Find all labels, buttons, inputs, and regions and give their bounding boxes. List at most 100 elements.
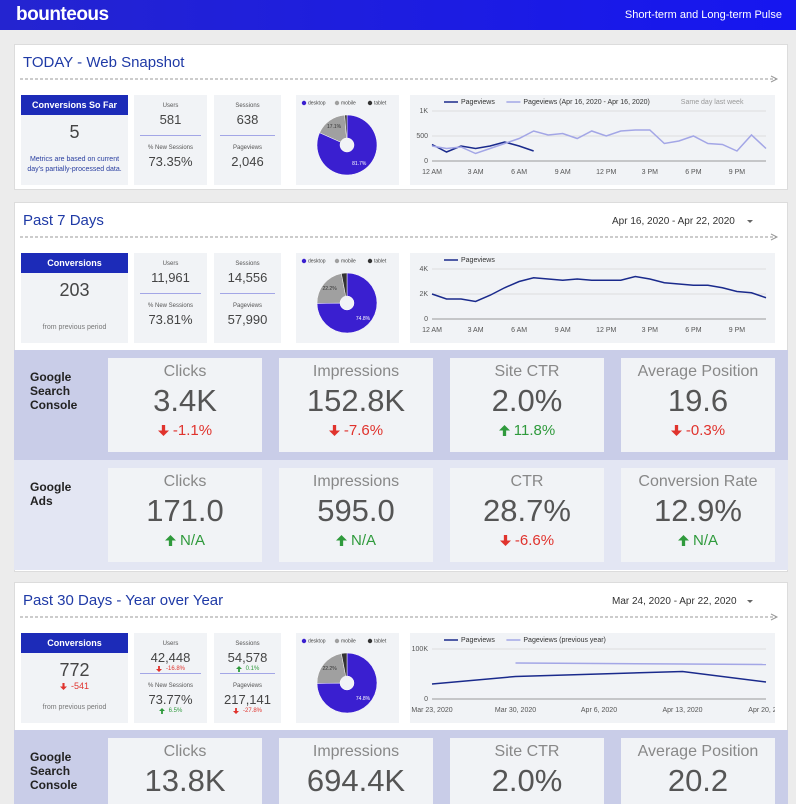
metric-value: 42,448 [150, 650, 191, 665]
change-row: N/A [108, 532, 262, 549]
x-tick-label: Apr 13, 2020 [662, 707, 702, 714]
metric-label: % New Sessions [147, 303, 194, 309]
legend-label: desktop [308, 100, 326, 106]
trend-box: Pageviews Pageviews (Apr 16, 2020 - Apr 1… [410, 95, 775, 185]
arrow-icon [498, 425, 510, 436]
donut-chart: desktop mobile tablet 74.8% 22.2% [301, 258, 387, 334]
change-value: 6.5% [168, 708, 183, 714]
metric-value: 73.35% [148, 154, 193, 169]
metric-label: Sessions [235, 261, 260, 267]
metric-label: % New Sessions [147, 145, 194, 151]
score-value: 28.7% [483, 493, 571, 528]
kpi-value: 5 [69, 122, 80, 142]
legend-label: Pageviews (Apr 16, 2020 - Apr 16, 2020) [523, 99, 649, 106]
score-label: Clicks [163, 743, 207, 760]
metric-label: Sessions [235, 103, 260, 109]
change-value: N/A [179, 532, 205, 549]
line-chart: Pageviews Pageviews (previous year) 0 100K M… [411, 637, 775, 714]
legend-dot [301, 100, 307, 106]
legend-dot [334, 100, 340, 106]
donut-slice [316, 272, 378, 334]
donut-slice [316, 652, 378, 714]
scorecard: Conversion Rate 12.9% N/A [621, 468, 775, 562]
metric-box: Users 11,961 % New Sessions 73.81% [134, 253, 207, 343]
arrow-icon [158, 708, 165, 714]
change-value: 0.1% [245, 666, 260, 672]
x-tick-label: 12 PM [596, 169, 616, 176]
scorecard: Clicks 3.4K -1.1% [108, 358, 262, 452]
caret-icon [747, 600, 753, 603]
donut-slice [316, 273, 346, 304]
slice-label: 17.1% [327, 124, 342, 130]
scorecard: Clicks 13.8K [108, 738, 262, 804]
score-value: 20.2 [667, 763, 729, 798]
change-value: N/A [350, 532, 376, 549]
change-row: -16.8% [134, 666, 207, 672]
arrow-icon [155, 666, 162, 672]
divider-arrow [20, 613, 779, 621]
score-label: Impressions [312, 743, 400, 760]
slice-label: 22.2% [322, 666, 337, 672]
change-arrow [499, 535, 511, 546]
metric-separator [140, 135, 201, 136]
arrow-icon [232, 708, 239, 714]
change-arrow [235, 666, 242, 672]
metric-label: Pageviews [232, 145, 262, 151]
change-arrow [335, 535, 347, 546]
legend-dot [334, 638, 340, 644]
donut-box: desktop mobile tablet 81.7% 17.1% [296, 95, 399, 185]
series-line [431, 670, 767, 685]
change-row: 0.1% [214, 666, 281, 672]
series-line [515, 662, 767, 666]
score-label: Average Position [637, 363, 759, 380]
arrow-icon [157, 425, 169, 436]
slice-label: 74.8% [356, 316, 371, 322]
arrow-icon [235, 666, 242, 672]
x-tick-label: 3 AM [468, 169, 484, 176]
trend-box: Pageviews Pageviews (previous year) 0 100K M… [410, 633, 775, 723]
legend-label: Pageviews (previous year) [523, 637, 605, 644]
section-title: TODAY - Web Snapshot [23, 54, 185, 71]
metric-value: 11,961 [151, 270, 190, 285]
x-tick-label: 12 AM [422, 169, 442, 176]
x-tick-label: 3 PM [642, 169, 659, 176]
change-row: 6.5% [134, 708, 207, 714]
score-value: 3.4K [153, 383, 217, 418]
score-value: 13.8K [144, 763, 226, 798]
legend-label: tablet [374, 638, 387, 644]
metric-box: Sessions 54,578 0.1% Pageviews 217,141 -27.8% [214, 633, 281, 723]
line-chart: Pageviews Pageviews (Apr 16, 2020 - Apr 1… [416, 99, 767, 176]
series-line [431, 129, 767, 155]
scorecard: Impressions 595.0 N/A [279, 468, 433, 562]
caret-icon [747, 220, 753, 223]
x-tick-label: 9 AM [555, 169, 571, 176]
divider-arrow [20, 75, 779, 83]
x-tick-label: 6 PM [685, 169, 702, 176]
metric-value: 57,990 [227, 312, 268, 327]
annotation: Same day last week [681, 99, 744, 106]
x-tick-label: 9 PM [729, 169, 746, 176]
score-label: CTR [510, 473, 544, 490]
scorecard: Impressions 694.4K [279, 738, 433, 804]
metric-separator [140, 673, 201, 674]
scorecard: Site CTR 2.0% [450, 738, 604, 804]
change-arrow [677, 535, 689, 546]
metric-value: 2,046 [231, 154, 264, 169]
y-tick-label: 0 [424, 696, 428, 703]
kpi-label: Conversions So Far [21, 95, 128, 115]
legend-label: Pageviews [461, 99, 495, 106]
score-value: 12.9% [654, 493, 742, 528]
section-title: Past 30 Days - Year over Year [23, 592, 224, 609]
x-tick-label: 9 AM [555, 327, 571, 334]
x-tick-label: Apr 20, 2… [748, 707, 775, 714]
score-label: Conversion Rate [638, 473, 758, 490]
change-arrow [158, 708, 165, 714]
metric-separator [220, 293, 275, 294]
change-row: -541 [21, 681, 128, 691]
y-tick-label: 100K [412, 646, 429, 653]
metric-box: Sessions 638 Pageviews 2,046 [214, 95, 281, 185]
kpi-value: 203 [59, 280, 90, 300]
kpi-note: Metrics are based on current day's parti… [27, 156, 122, 173]
header-title: Short-term and Long-term Pulse [624, 9, 782, 21]
metric-label: Sessions [235, 641, 260, 647]
